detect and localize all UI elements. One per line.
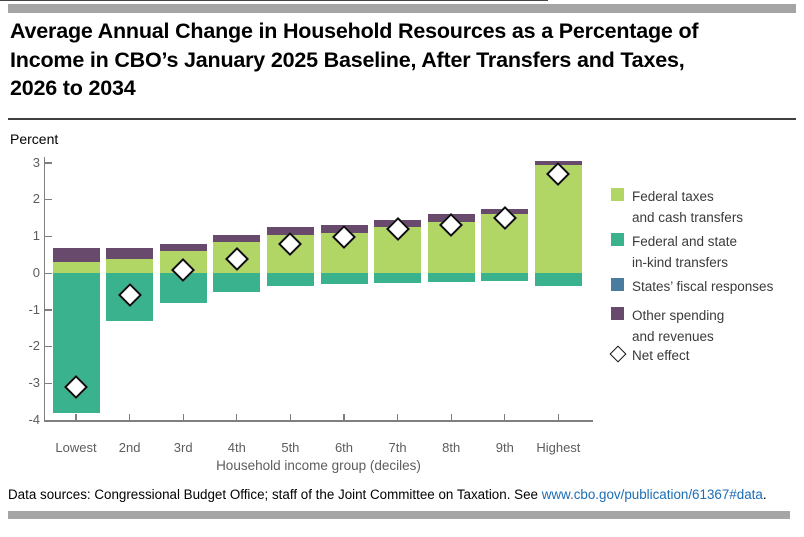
bottom-divider-bar <box>8 511 790 519</box>
legend: Federal taxes and cash transfers Federal a… <box>608 0 804 380</box>
page-title: Average Annual Change in Household Resou… <box>10 17 792 103</box>
bar-segment-in_kind <box>534 273 582 287</box>
footer-text: Data sources: Congressional Budget Offic… <box>8 487 542 502</box>
net-effect-diamond-icon <box>609 345 627 363</box>
y-tick <box>45 382 52 385</box>
bar-segment-in_kind <box>481 273 529 281</box>
legend-label-line: in-kind transfers <box>632 255 729 270</box>
states-fiscal-swatch-icon <box>611 278 624 291</box>
bar-segment-other <box>159 243 207 252</box>
x-tick <box>450 414 452 421</box>
title-divider-line <box>8 118 796 120</box>
y-tick <box>45 272 52 274</box>
y-tick-label: -1 <box>28 301 40 317</box>
y-tick-label: -2 <box>28 338 40 354</box>
x-tick <box>236 414 238 421</box>
x-tick <box>289 414 292 421</box>
x-tick-label: 3rd <box>173 440 193 455</box>
legend-label-line: and revenues <box>632 329 714 344</box>
page-title-line: Income in CBO’s January 2025 Baseline, A… <box>10 47 685 72</box>
x-tick-label: 5th <box>281 440 300 455</box>
legend-label-line: and cash transfers <box>632 210 744 225</box>
y-axis-unit-label: Percent <box>10 131 59 147</box>
page-title-line: Average Annual Change in Household Resou… <box>10 19 699 43</box>
x-tick <box>75 414 77 421</box>
bar-segment-other <box>106 247 154 259</box>
bar-segment-in_kind <box>374 273 422 284</box>
in-kind-swatch-icon <box>611 233 624 246</box>
x-axis-line <box>44 420 593 422</box>
legend-label: Net effect <box>632 345 804 366</box>
bar-segment-other <box>52 247 100 263</box>
bar-segment-in_kind <box>427 273 475 283</box>
footer-link[interactable]: www.cbo.gov/publication/61367#data <box>541 487 763 502</box>
y-tick-label: 0 <box>32 264 40 280</box>
y-tick-label: -4 <box>28 411 40 427</box>
y-axis-line <box>44 157 46 422</box>
bar-segment-federal_taxes <box>52 262 100 274</box>
legend-label: Other spending and revenues <box>632 305 804 347</box>
x-tick <box>557 414 560 421</box>
y-tick <box>45 346 52 348</box>
x-axis-title: Household income group (deciles) <box>216 458 421 473</box>
x-tick-label: 2nd <box>118 440 141 455</box>
legend-label-line: States’ fiscal responses <box>632 279 774 294</box>
y-tick <box>45 199 52 201</box>
footer-source-note: Data sources: Congressional Budget Offic… <box>8 487 798 502</box>
legend-label: Federal and state in-kind transfers <box>632 231 804 273</box>
x-tick-label: 7th <box>388 440 407 455</box>
page-title-line: 2026 to 2034 <box>10 76 136 100</box>
y-tick-label: 1 <box>32 228 40 243</box>
x-tick-label: Highest <box>536 440 581 455</box>
x-tick <box>504 414 506 421</box>
x-tick-label: 9th <box>495 440 514 455</box>
y-tick-label: 3 <box>32 154 40 170</box>
x-tick <box>397 414 399 421</box>
top-divider-bar <box>8 4 796 13</box>
bar-segment-federal_taxes <box>106 258 154 274</box>
x-tick <box>129 414 131 421</box>
x-tick <box>182 414 184 421</box>
zero-baseline <box>0 0 548 2</box>
bar-segment-in_kind <box>320 273 368 285</box>
legend-label: States’ fiscal responses <box>632 276 804 297</box>
other-swatch-icon <box>611 307 624 320</box>
x-tick-label: 8th <box>442 440 461 455</box>
x-tick <box>343 414 345 421</box>
bar-segment-other <box>266 227 314 235</box>
footer-period: . <box>762 487 767 502</box>
y-tick <box>45 235 52 238</box>
legend-label-line: Net effect <box>632 348 690 363</box>
y-tick <box>45 162 52 164</box>
legend-label-line: Federal taxes <box>632 189 714 204</box>
y-tick-label: 2 <box>32 191 40 207</box>
legend-label: Federal taxes and cash transfers <box>632 186 804 228</box>
x-tick-label: Lowest <box>55 440 97 455</box>
bar-segment-in_kind <box>266 273 314 287</box>
x-tick-label: 6th <box>334 440 354 455</box>
x-tick-label: 4th <box>227 440 246 455</box>
bar-segment-other <box>213 234 261 242</box>
y-tick-label: -3 <box>28 375 40 390</box>
legend-label-line: Federal and state <box>632 234 738 249</box>
bar-segment-in_kind <box>213 273 261 292</box>
legend-label-line: Other spending <box>632 308 725 323</box>
federal-taxes-swatch-icon <box>611 188 624 201</box>
y-tick <box>45 309 52 311</box>
